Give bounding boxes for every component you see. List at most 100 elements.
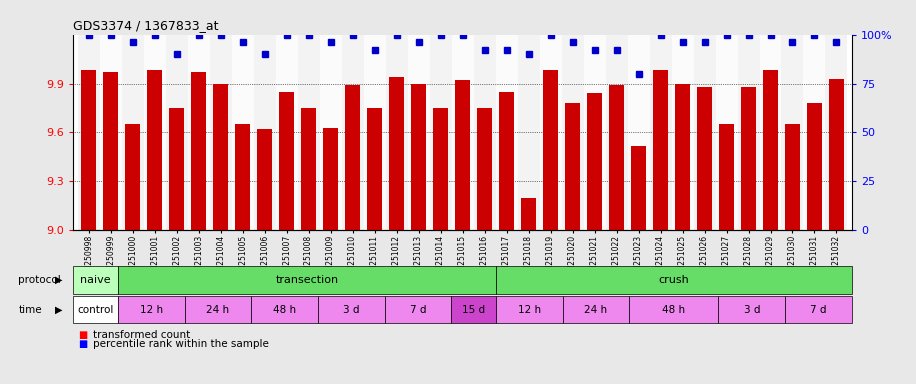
Text: 3 d: 3 d xyxy=(744,305,760,314)
Text: ▶: ▶ xyxy=(55,305,62,314)
Bar xyxy=(345,85,360,230)
Bar xyxy=(562,296,629,323)
Bar xyxy=(627,35,649,230)
Text: naive: naive xyxy=(81,275,111,285)
Text: 24 h: 24 h xyxy=(206,305,229,314)
Bar xyxy=(147,71,162,230)
Bar xyxy=(184,296,251,323)
Bar xyxy=(411,84,426,230)
Bar xyxy=(408,35,430,230)
Bar xyxy=(166,35,188,230)
Bar xyxy=(81,71,96,230)
Bar xyxy=(455,80,470,230)
Bar xyxy=(496,35,518,230)
Bar xyxy=(562,35,583,230)
Bar xyxy=(232,35,254,230)
Text: ■: ■ xyxy=(78,330,87,340)
Bar xyxy=(100,35,122,230)
Bar xyxy=(719,124,735,230)
Text: 48 h: 48 h xyxy=(273,305,296,314)
Bar xyxy=(803,35,825,230)
Bar xyxy=(715,35,737,230)
Bar xyxy=(631,146,646,230)
Bar xyxy=(385,296,452,323)
Bar xyxy=(169,108,184,230)
Bar xyxy=(254,35,276,230)
Bar xyxy=(496,266,852,294)
Bar xyxy=(583,35,605,230)
Bar xyxy=(73,296,118,323)
Text: percentile rank within the sample: percentile rank within the sample xyxy=(93,339,269,349)
Bar xyxy=(103,72,118,230)
Bar xyxy=(213,84,228,230)
Text: 48 h: 48 h xyxy=(662,305,685,314)
Text: ▶: ▶ xyxy=(55,275,62,285)
Bar xyxy=(653,71,669,230)
Text: 12 h: 12 h xyxy=(518,305,540,314)
Text: transection: transection xyxy=(276,275,338,285)
Bar xyxy=(234,124,250,230)
Text: 15 d: 15 d xyxy=(463,305,485,314)
Bar xyxy=(587,93,602,230)
Text: 3 d: 3 d xyxy=(344,305,360,314)
Bar xyxy=(518,35,540,230)
Bar xyxy=(829,79,845,230)
Text: 24 h: 24 h xyxy=(584,305,607,314)
Bar xyxy=(671,35,693,230)
Bar xyxy=(785,296,852,323)
Text: time: time xyxy=(18,305,42,314)
Bar xyxy=(718,296,785,323)
Text: 7 d: 7 d xyxy=(811,305,827,314)
Bar xyxy=(477,108,492,230)
Bar xyxy=(367,108,382,230)
Bar xyxy=(452,296,496,323)
Bar xyxy=(73,266,118,294)
Bar xyxy=(298,35,320,230)
Bar xyxy=(433,108,448,230)
Bar xyxy=(320,35,342,230)
Bar xyxy=(364,35,386,230)
Bar xyxy=(125,124,140,230)
Bar xyxy=(675,84,691,230)
Bar xyxy=(543,71,558,230)
Bar xyxy=(649,35,671,230)
Bar xyxy=(697,87,713,230)
Bar xyxy=(474,35,496,230)
Text: ■: ■ xyxy=(78,339,87,349)
Text: protocol: protocol xyxy=(18,275,61,285)
Bar xyxy=(452,35,474,230)
Bar xyxy=(342,35,364,230)
Bar xyxy=(78,35,100,230)
Text: transformed count: transformed count xyxy=(93,330,191,340)
Bar xyxy=(144,35,166,230)
Bar xyxy=(825,35,847,230)
Bar xyxy=(251,296,318,323)
Bar xyxy=(210,35,232,230)
Bar xyxy=(785,124,801,230)
Bar xyxy=(323,127,338,230)
Bar xyxy=(609,85,624,230)
Bar xyxy=(386,35,408,230)
Bar xyxy=(118,296,184,323)
Bar xyxy=(693,35,715,230)
Bar xyxy=(605,35,627,230)
Bar xyxy=(499,92,514,230)
Bar xyxy=(276,35,298,230)
Bar xyxy=(737,35,759,230)
Text: 12 h: 12 h xyxy=(139,305,163,314)
Bar xyxy=(122,35,144,230)
Bar xyxy=(389,77,404,230)
Bar xyxy=(279,92,294,230)
Bar xyxy=(188,35,210,230)
Bar xyxy=(430,35,452,230)
Bar xyxy=(629,296,718,323)
Bar xyxy=(318,296,385,323)
Bar xyxy=(540,35,562,230)
Bar xyxy=(781,35,803,230)
Bar xyxy=(118,266,496,294)
Text: control: control xyxy=(77,305,114,314)
Text: 7 d: 7 d xyxy=(409,305,426,314)
Bar xyxy=(807,103,823,230)
Bar xyxy=(256,129,272,230)
Bar xyxy=(741,87,757,230)
